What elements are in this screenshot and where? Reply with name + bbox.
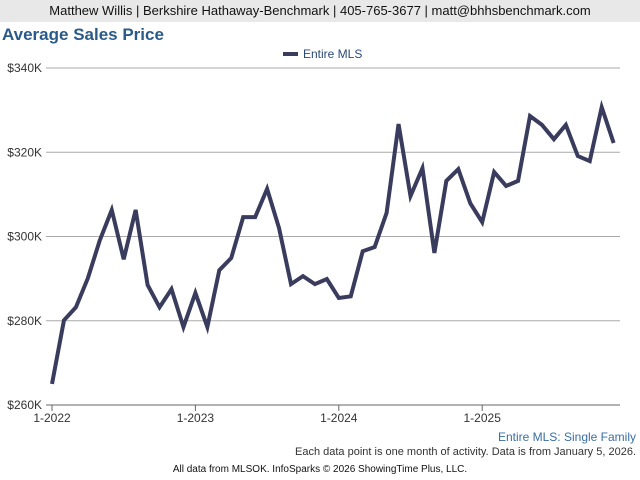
series-line-entire-mls	[50, 99, 616, 385]
y-tick-label: $340K	[7, 61, 42, 75]
y-tick-label: $300K	[7, 230, 42, 244]
contact-banner: Matthew Willis | Berkshire Hathaway-Benc…	[0, 0, 640, 22]
data-note: Each data point is one month of activity…	[295, 446, 636, 458]
chart-title: Average Sales Price	[2, 25, 164, 44]
x-tick-label: 1-2023	[177, 411, 215, 425]
segment-label: Entire MLS: Single Family	[497, 430, 636, 444]
x-tick-label: 1-2024	[320, 411, 358, 425]
y-tick-label: $320K	[7, 145, 42, 159]
y-tick-label: $260K	[7, 398, 42, 412]
x-tick-label: 1-2025	[464, 411, 502, 425]
credits: All data from MLSOK. InfoSparks © 2026 S…	[172, 464, 468, 475]
y-tick-label: $280K	[7, 314, 42, 328]
legend-label: Entire MLS	[303, 47, 362, 61]
x-tick-label: 1-2022	[33, 411, 71, 425]
